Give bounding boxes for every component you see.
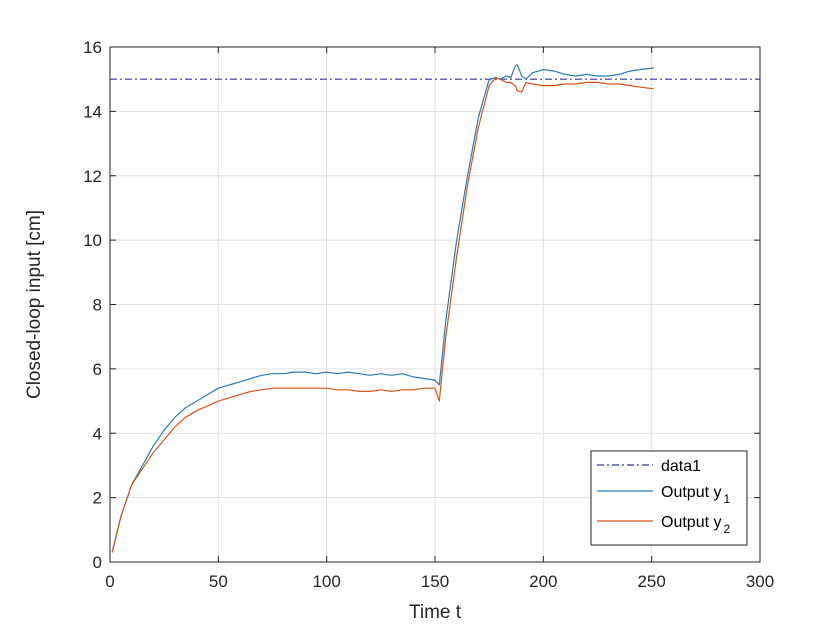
y-tick-label: 10 (83, 231, 102, 250)
y-tick-label: 6 (93, 360, 102, 379)
y-tick-label: 16 (83, 38, 102, 57)
y-tick-label: 12 (83, 167, 102, 186)
y-tick-label: 14 (83, 102, 102, 121)
y-axis-label: Closed-loop input [cm] (24, 210, 45, 399)
x-tick-label: 300 (746, 572, 774, 591)
x-tick-label: 250 (637, 572, 665, 591)
series-line-2 (111, 64, 654, 553)
legend-label-1: data1 (661, 458, 701, 475)
legend-subscript-2: 1 (723, 492, 730, 506)
x-tick-label: 0 (105, 572, 114, 591)
series-layer (110, 64, 760, 553)
y-tick-label: 8 (93, 296, 102, 315)
x-tick-label: 200 (529, 572, 557, 591)
series-line-3 (111, 76, 654, 553)
y-tick-label: 2 (93, 489, 102, 508)
ticks (109, 46, 761, 563)
x-tick-label: 150 (421, 572, 449, 591)
x-tick-label: 100 (312, 572, 340, 591)
legend-subscript-3: 2 (723, 522, 730, 536)
legend-box (590, 450, 748, 546)
x-tick-label: 50 (209, 572, 228, 591)
x-axis-label: Time t (409, 602, 462, 623)
y-tick-label: 0 (93, 553, 102, 572)
y-tick-label: 4 (93, 424, 102, 443)
